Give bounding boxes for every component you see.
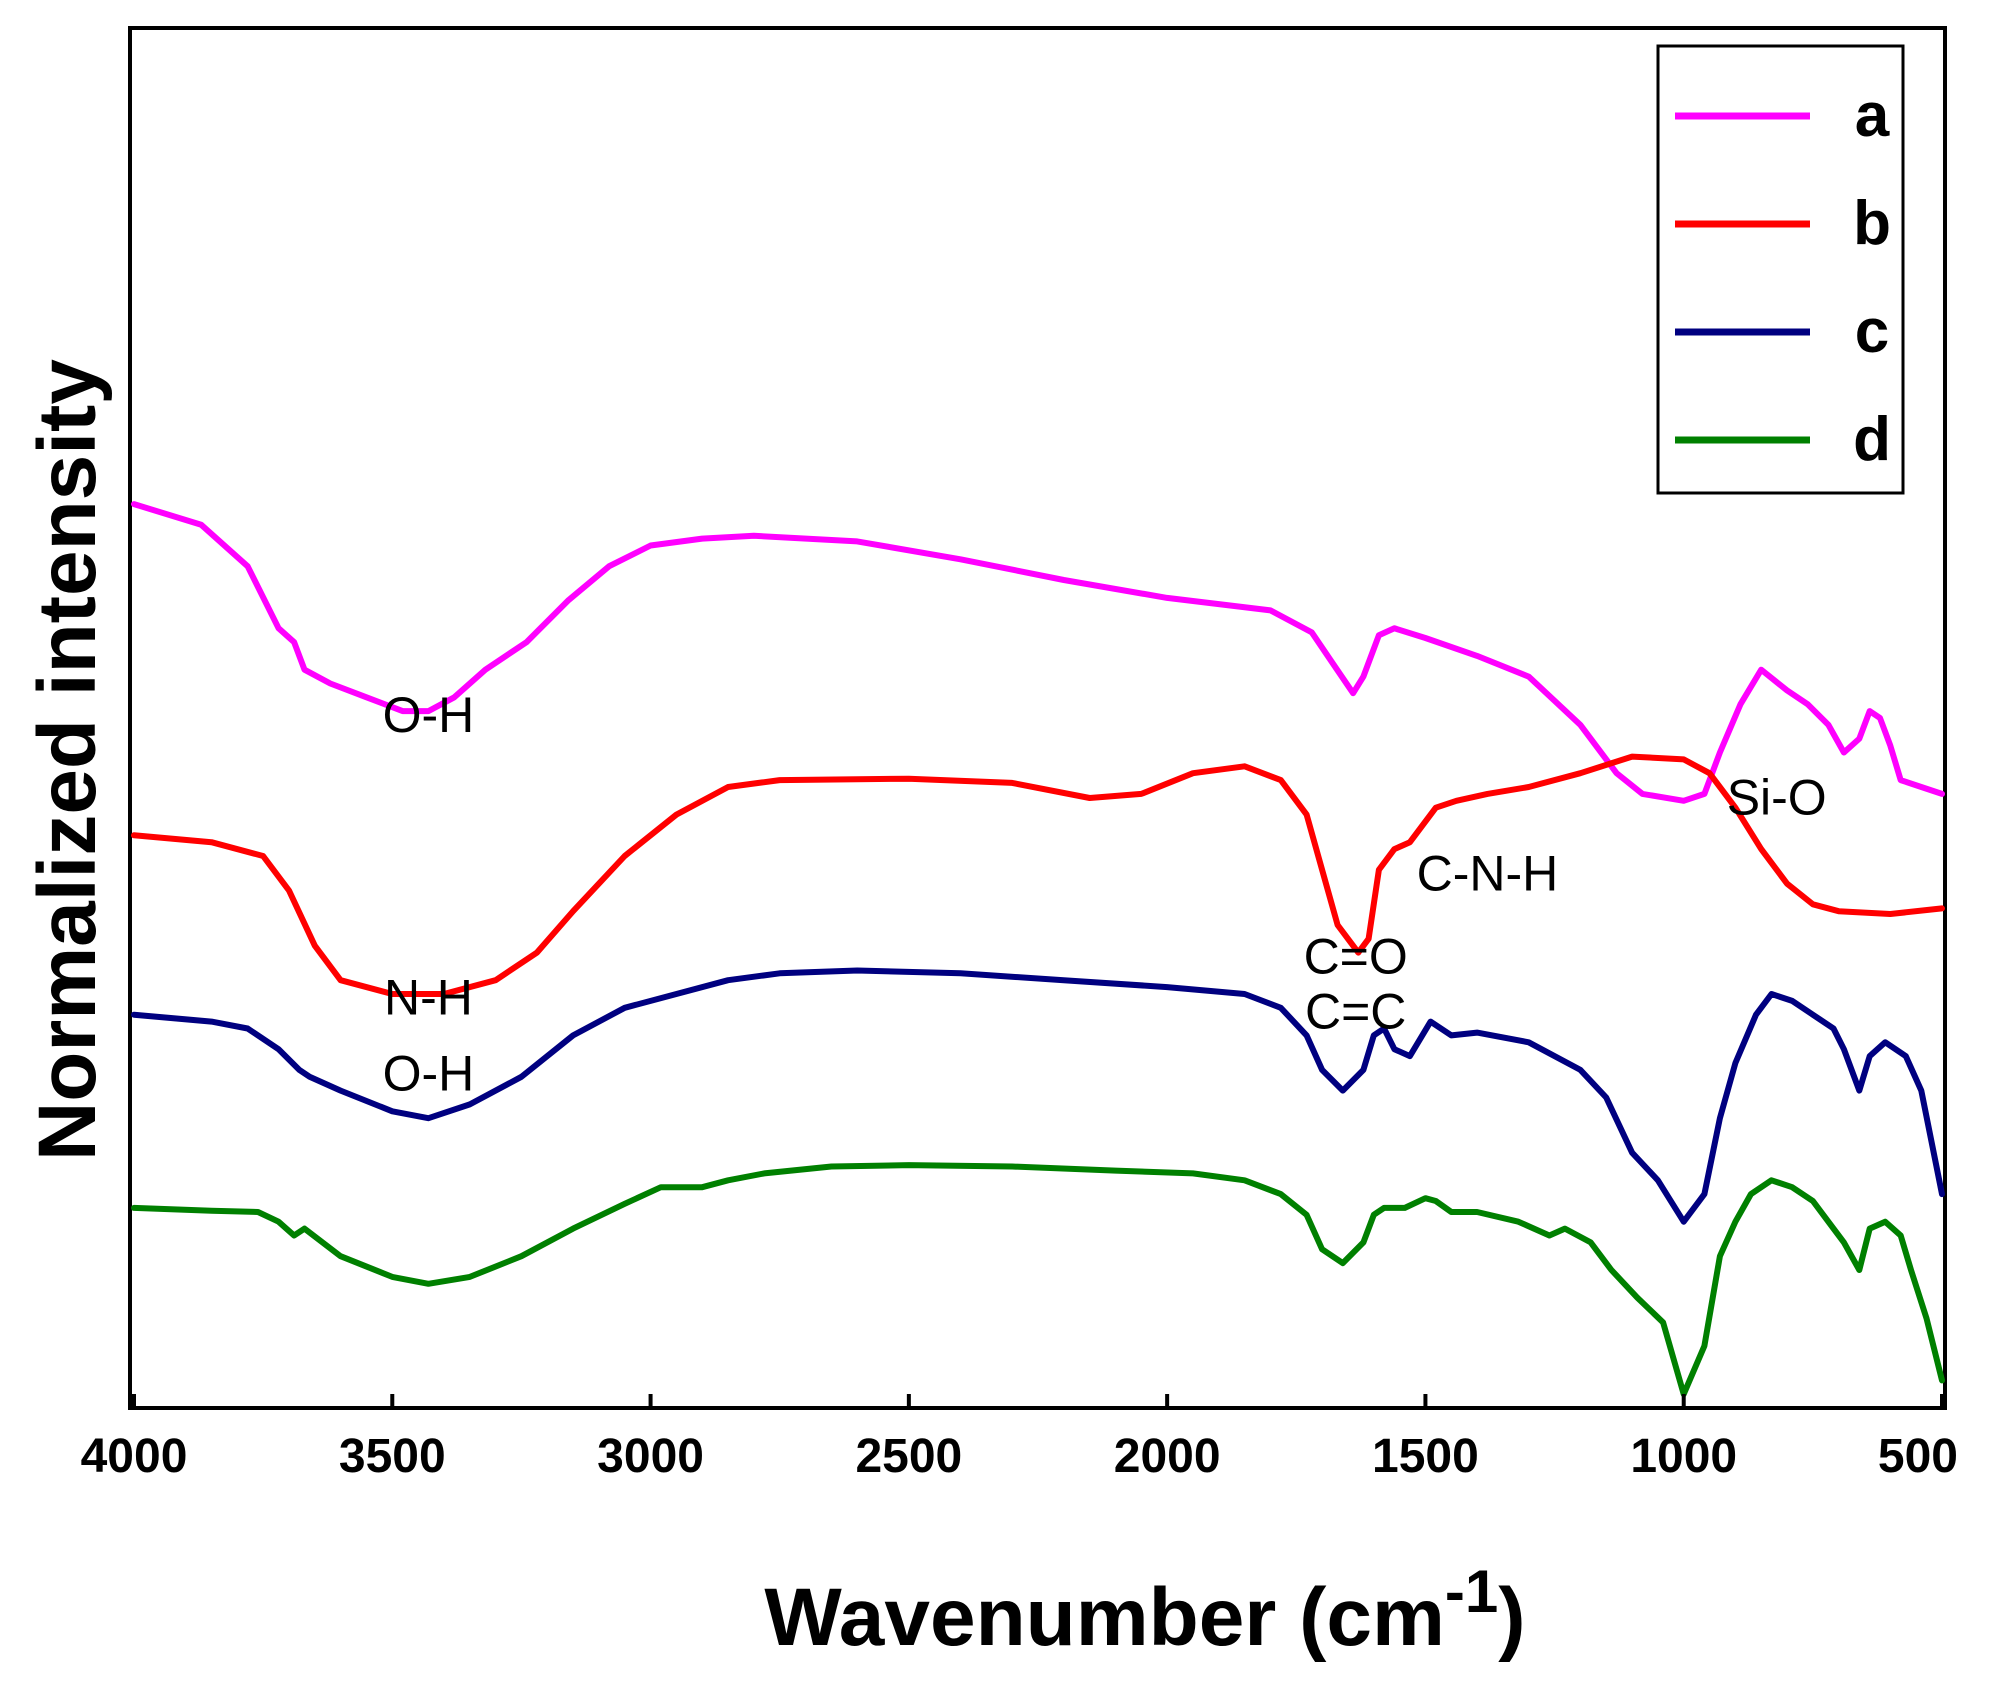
x-tick-label: 4000 — [81, 1430, 188, 1483]
annotation-label: O-H — [383, 687, 475, 743]
x-tick-label: 1500 — [1372, 1430, 1479, 1483]
legend-label-c: c — [1855, 297, 1889, 366]
legend-box — [1656, 44, 1905, 495]
x-axis: 4000 3500 3000 2500 2000 1500 1000 500 — [81, 1394, 1958, 1483]
x-axis-title: Wavenumber (cm-1) — [764, 1558, 1525, 1664]
x-tick-label: 3000 — [597, 1430, 704, 1483]
series-line-c — [131, 967, 1945, 1225]
annotation-label: O-H — [383, 1046, 475, 1102]
x-axis-title-close: ) — [1498, 1572, 1525, 1663]
annotation-label: Si-O — [1727, 770, 1827, 826]
x-tick-label: 500 — [1878, 1430, 1958, 1483]
x-tick-label: 3500 — [339, 1430, 446, 1483]
x-axis-title-main: Wavenumber (cm — [764, 1572, 1444, 1663]
annotation-label: C-N-H — [1417, 846, 1559, 902]
x-axis-title-superscript: -1 — [1445, 1558, 1498, 1625]
x-tick-label: 2500 — [855, 1430, 962, 1483]
series-line-a — [131, 501, 1945, 804]
plot-frame — [128, 26, 1947, 1410]
series-line-b — [131, 753, 1945, 997]
annotation-label: N-H — [384, 970, 473, 1026]
y-axis-title: Normalized intensity — [22, 359, 113, 1161]
legend-label-d: d — [1853, 405, 1891, 474]
legend-label-b: b — [1853, 189, 1891, 258]
legend-label-a: a — [1855, 81, 1890, 150]
annotation-label: C=O — [1304, 928, 1408, 984]
x-tick-label: 1000 — [1630, 1430, 1737, 1483]
annotations: O-H Si-O C-N-HC=OC=C N-H O-H — [383, 687, 1827, 1102]
series-layer — [131, 501, 1945, 1398]
annotation-label: C=C — [1305, 984, 1406, 1040]
x-tick-label: 2000 — [1114, 1430, 1221, 1483]
series-line-d — [131, 1162, 1945, 1398]
